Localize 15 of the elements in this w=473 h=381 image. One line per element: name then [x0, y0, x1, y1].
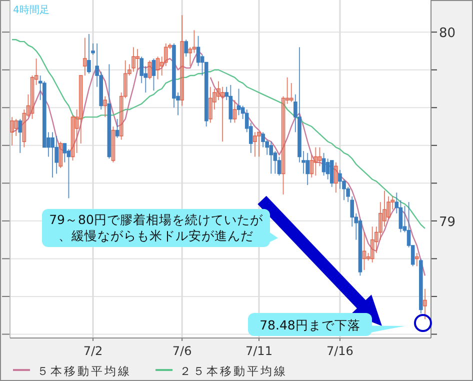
text: 4時間足	[13, 4, 50, 16]
callout: 78.48円まで下落	[248, 313, 405, 336]
x-tick-label: 7/16	[326, 344, 354, 358]
y-tick-label: 80	[439, 26, 456, 42]
x-tick-label: 7/11	[246, 344, 272, 358]
y-tick-label: 79	[439, 214, 456, 230]
legend-item: ５本移動平均線	[13, 364, 132, 378]
x-tick-label: 7/6	[172, 344, 192, 358]
callout: 79～80円で膠着相場を続けていたが、緩慢ながらも米ドル安が進んだ	[42, 209, 278, 247]
annotation: 79～80円で膠着相場を続けていたが、緩慢ながらも米ドル安が進んだ	[49, 212, 264, 243]
legend-label: ５本移動平均線	[37, 364, 132, 378]
legend-item: ２５本移動平均線	[156, 364, 288, 378]
legend-label: ２５本移動平均線	[180, 364, 288, 378]
annotation: 78.48円まで下落	[260, 318, 360, 332]
x-tick-label: 7/2	[83, 344, 103, 358]
